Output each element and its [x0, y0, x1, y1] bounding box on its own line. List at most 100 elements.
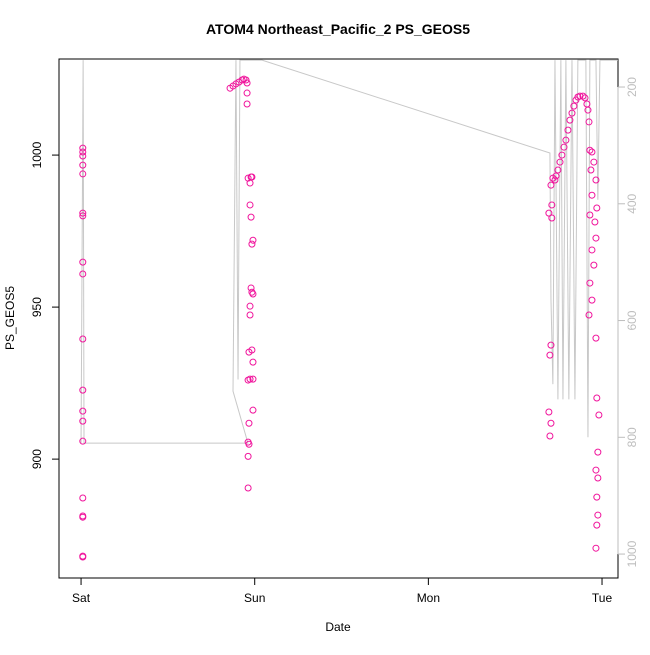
point — [595, 411, 603, 419]
x-tick-label: Sat — [72, 591, 91, 605]
point — [242, 76, 250, 84]
point — [547, 181, 555, 189]
y2-tick-label: 200 — [625, 77, 639, 97]
point — [591, 218, 599, 226]
point — [244, 452, 252, 460]
point — [592, 176, 600, 184]
point — [592, 466, 600, 474]
point — [590, 261, 598, 269]
point — [570, 102, 578, 110]
chart-title: ATOM4 Northeast_Pacific_2 PS_GEOS5 — [206, 21, 470, 37]
point — [562, 136, 570, 144]
point — [590, 158, 598, 166]
point — [594, 448, 602, 456]
point — [581, 94, 589, 102]
point — [243, 79, 251, 87]
point — [79, 144, 87, 152]
point — [584, 106, 592, 114]
point — [547, 419, 555, 427]
point — [592, 334, 600, 342]
line — [80, 59, 618, 444]
point — [586, 211, 594, 219]
point — [593, 204, 601, 212]
point — [246, 302, 254, 310]
point — [568, 109, 576, 117]
point — [579, 92, 587, 100]
point — [243, 89, 251, 97]
y2-tick-label: 400 — [625, 193, 639, 213]
plot-frame — [58, 58, 619, 579]
point — [79, 494, 87, 502]
point — [594, 511, 602, 519]
point — [592, 544, 600, 552]
point — [249, 406, 257, 414]
point — [246, 201, 254, 209]
point — [248, 346, 256, 354]
point — [583, 100, 591, 108]
point — [592, 234, 600, 242]
point — [79, 513, 87, 521]
x-tick-label: Mon — [417, 591, 440, 605]
point — [585, 118, 593, 126]
point — [556, 158, 564, 166]
point — [560, 143, 568, 151]
point — [547, 341, 555, 349]
point — [79, 270, 87, 278]
point — [246, 311, 254, 319]
point — [588, 296, 596, 304]
point — [588, 148, 596, 156]
point — [79, 170, 87, 178]
point — [586, 279, 594, 287]
point — [79, 209, 87, 217]
point — [593, 394, 601, 402]
point — [79, 437, 87, 445]
y2-tick-label: 1000 — [625, 540, 639, 567]
point — [587, 166, 595, 174]
point — [249, 290, 257, 298]
point — [245, 419, 253, 427]
point — [546, 432, 554, 440]
point — [546, 351, 554, 359]
x-tick-label: Tue — [592, 591, 613, 605]
point — [79, 148, 87, 156]
x-axis-label: Date — [325, 620, 351, 634]
point — [244, 484, 252, 492]
point — [545, 408, 553, 416]
point — [79, 407, 87, 415]
y-tick-label: 900 — [30, 449, 44, 469]
plot-area — [79, 59, 618, 561]
point — [594, 474, 602, 482]
point — [566, 116, 574, 124]
point — [247, 284, 255, 292]
y-tick-label: 950 — [30, 297, 44, 317]
point — [245, 440, 253, 448]
point — [564, 126, 572, 134]
point — [247, 213, 255, 221]
point — [249, 375, 257, 383]
point — [243, 100, 251, 108]
point — [79, 161, 87, 169]
point — [585, 311, 593, 319]
point — [551, 176, 559, 184]
point — [558, 151, 566, 159]
point — [548, 201, 556, 209]
point — [79, 386, 87, 394]
point — [554, 166, 562, 174]
point — [79, 212, 87, 220]
point — [249, 358, 257, 366]
y-axis-label: PS_GEOS5 — [3, 286, 17, 350]
point — [79, 417, 87, 425]
point — [552, 172, 560, 180]
point — [588, 191, 596, 199]
point — [79, 553, 87, 561]
x-tick-label: Sun — [244, 591, 265, 605]
point — [79, 335, 87, 343]
point — [248, 173, 256, 181]
point — [593, 521, 601, 529]
point — [593, 493, 601, 501]
point — [248, 240, 256, 248]
point — [586, 146, 594, 154]
point — [548, 214, 556, 222]
